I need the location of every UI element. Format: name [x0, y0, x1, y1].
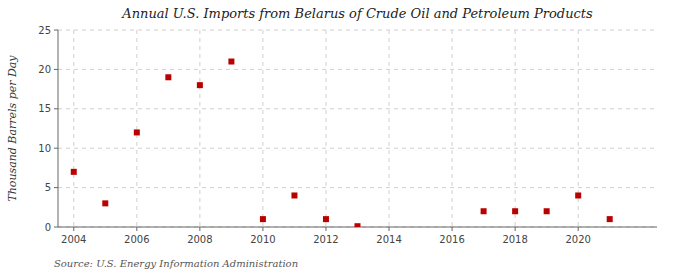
y-grid-line: [58, 30, 657, 31]
y-axis-label: Thousand Barrels per Day: [6, 55, 19, 202]
y-tick: [54, 227, 58, 228]
points: [71, 59, 613, 227]
chart-container: 2004 2006 2008 2010 2012 2014 2016 2018 2020 0 5 10…: [0, 0, 675, 275]
x-grid-line: [199, 30, 200, 227]
y-tick-label: 10: [38, 143, 51, 154]
y-tick-label: 25: [38, 25, 51, 36]
x-tick-label: 2016: [439, 234, 464, 245]
title: Annual U.S. Imports from Belarus of Crud…: [121, 6, 593, 21]
point: [260, 216, 266, 222]
axes: 2004 2006 2008 2010 2012 2014 2016 2018 2020 0 5 10…: [38, 25, 657, 246]
x-tick: [515, 227, 516, 231]
x-tick-label: 2020: [565, 234, 590, 245]
x-tick: [389, 227, 390, 231]
x-grid-line: [73, 30, 74, 227]
x-grid-line: [262, 30, 263, 227]
y-tick: [54, 69, 58, 70]
y-grid-line: [58, 187, 657, 188]
point: [228, 59, 234, 65]
point: [544, 208, 550, 214]
y-tick-label: 20: [38, 64, 51, 75]
y-tick-label: 5: [45, 182, 51, 193]
y-tick-label: 0: [45, 222, 51, 233]
x-tick-label: 2008: [187, 234, 212, 245]
y-grid-line: [58, 148, 657, 149]
grid: [58, 30, 657, 227]
x-tick: [262, 227, 263, 231]
point: [134, 129, 140, 135]
point: [323, 216, 329, 222]
point: [102, 200, 108, 206]
point: [512, 208, 518, 214]
y-axis-line: [58, 30, 59, 227]
x-tick: [199, 227, 200, 231]
x-tick-label: 2010: [250, 234, 275, 245]
y-grid-line: [58, 69, 657, 70]
y-tick: [54, 148, 58, 149]
y-tick-label: 15: [38, 103, 51, 114]
x-tick-label: 2012: [313, 234, 338, 245]
y-grid-line: [58, 108, 657, 109]
x-tick: [325, 227, 326, 231]
point: [355, 223, 361, 227]
point: [197, 82, 203, 88]
x-tick: [452, 227, 453, 231]
point: [291, 192, 297, 198]
x-tick-label: 2006: [124, 234, 149, 245]
x-grid-line: [136, 30, 137, 227]
source-note: Source: U.S. Energy Information Administ…: [54, 258, 298, 269]
x-grid-line: [389, 30, 390, 227]
x-tick-label: 2018: [502, 234, 527, 245]
point: [607, 216, 613, 222]
x-tick-label: 2004: [61, 234, 86, 245]
point: [575, 192, 581, 198]
point: [165, 74, 171, 80]
x-tick: [73, 227, 74, 231]
y-tick: [54, 108, 58, 109]
x-grid-line: [515, 30, 516, 227]
x-grid-line: [452, 30, 453, 227]
x-grid-line: [325, 30, 326, 227]
point: [481, 208, 487, 214]
x-tick: [578, 227, 579, 231]
chart-svg: 2004 2006 2008 2010 2012 2014 2016 2018 2020 0 5 10…: [0, 0, 675, 275]
point: [71, 169, 77, 175]
x-tick: [136, 227, 137, 231]
y-tick: [54, 187, 58, 188]
x-tick-label: 2014: [376, 234, 401, 245]
y-tick: [54, 30, 58, 31]
